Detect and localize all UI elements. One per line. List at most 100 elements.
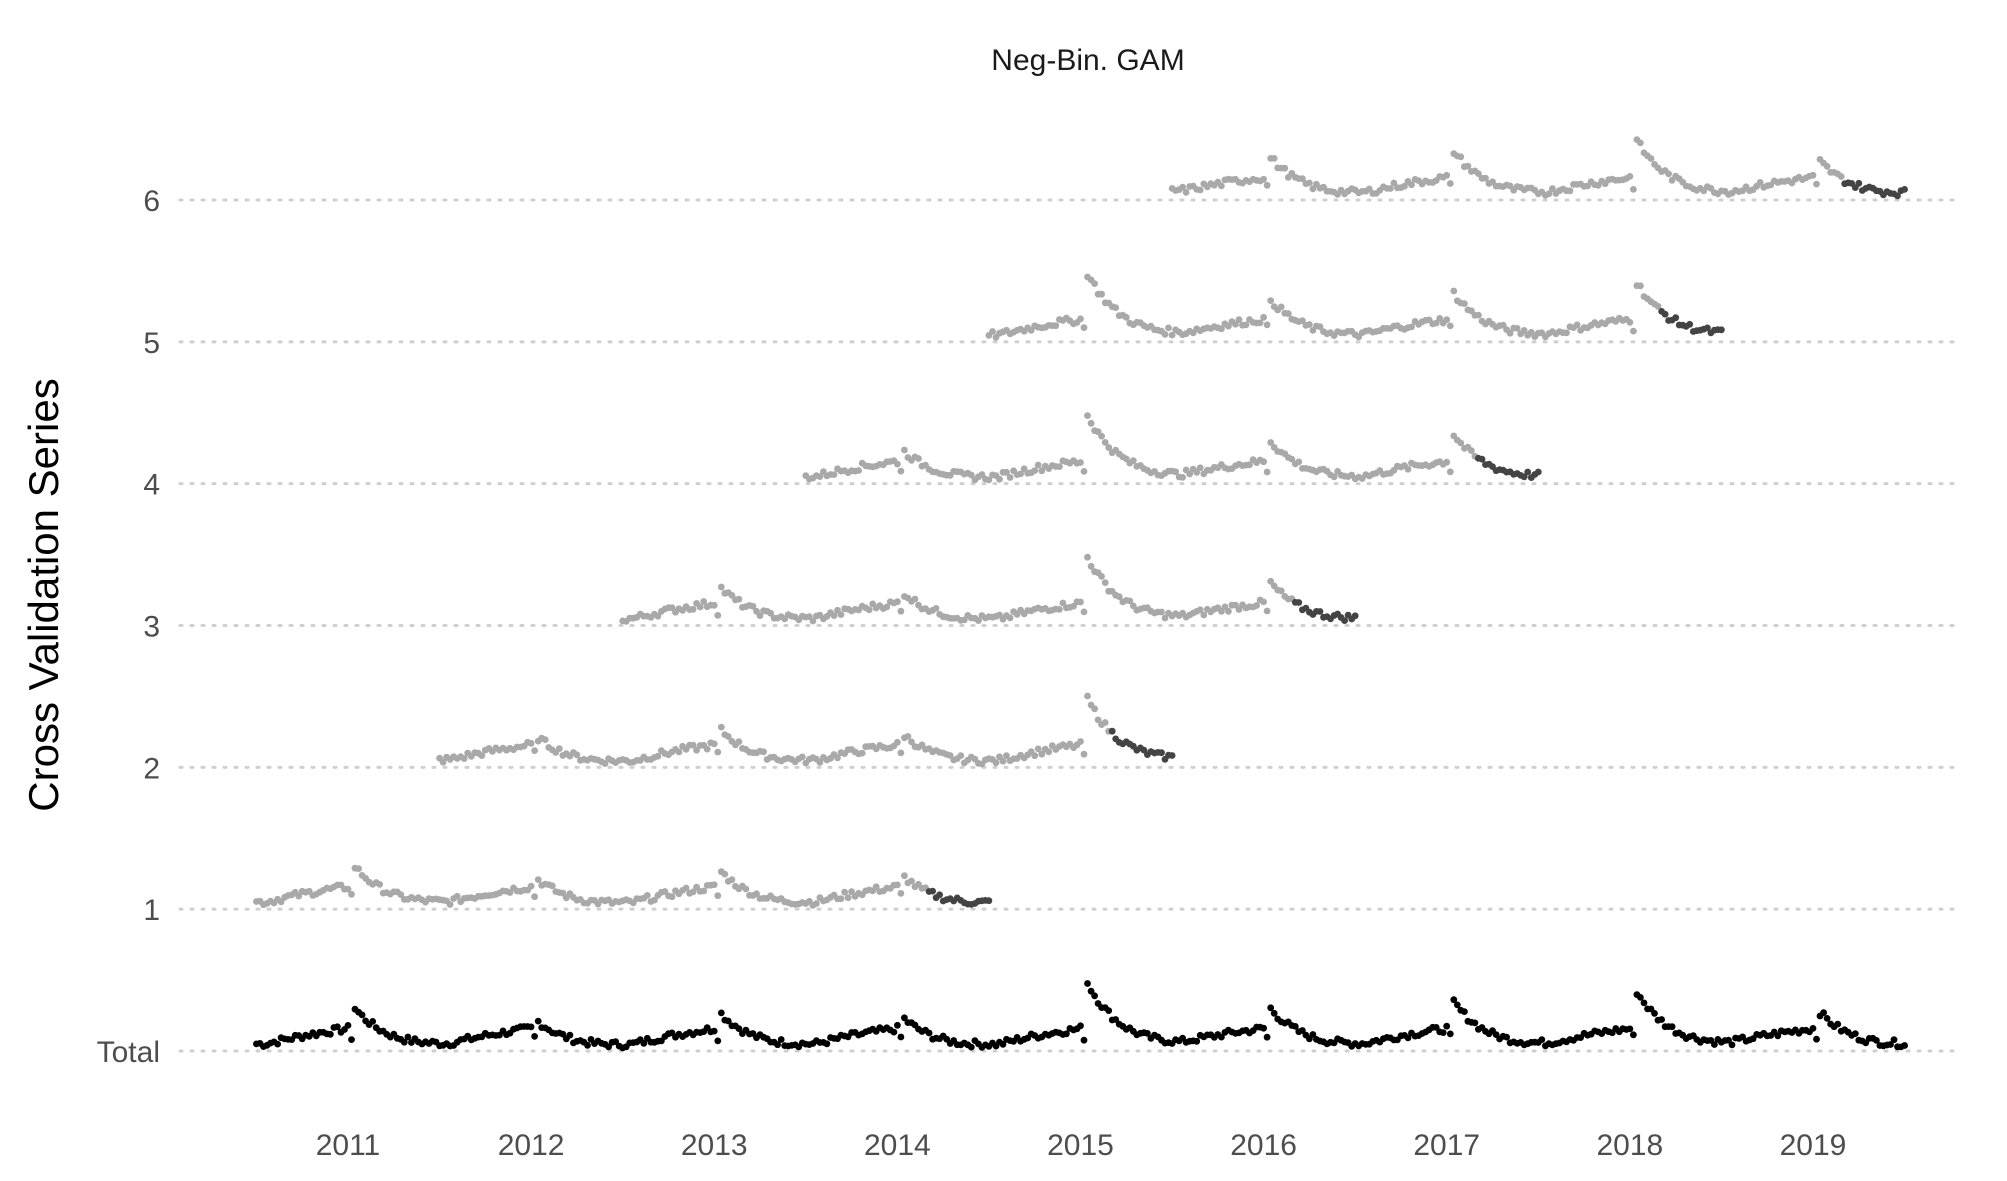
data-point <box>717 1009 725 1017</box>
data-point <box>1267 1004 1275 1012</box>
data-point <box>1299 317 1306 325</box>
data-point <box>1006 474 1014 481</box>
data-point <box>1038 750 1046 758</box>
data-point <box>344 885 352 893</box>
data-point <box>1408 181 1415 189</box>
data-point <box>1855 179 1863 187</box>
data-point <box>901 446 908 454</box>
data-point <box>1330 473 1338 481</box>
data-point <box>1101 719 1109 726</box>
data-point <box>541 736 549 743</box>
data-point <box>1672 314 1680 322</box>
data-point <box>834 754 841 762</box>
data-point <box>1056 606 1063 613</box>
data-point <box>1034 461 1042 469</box>
data-point <box>1165 324 1172 332</box>
data-point <box>1277 587 1285 595</box>
data-point <box>710 601 718 609</box>
data-point <box>1260 175 1267 183</box>
data-point <box>904 733 912 740</box>
x-tick-label-2018: 2018 <box>1597 1129 1664 1162</box>
data-point <box>1443 458 1451 466</box>
data-point <box>1651 1010 1658 1017</box>
data-point <box>1640 999 1648 1007</box>
data-point <box>1031 467 1039 474</box>
data-point <box>897 467 905 475</box>
data-point <box>1626 173 1634 180</box>
data-point <box>1077 315 1084 323</box>
data-point <box>1630 327 1637 335</box>
data-point <box>798 753 806 761</box>
data-point <box>1232 320 1239 328</box>
data-point <box>1200 611 1208 619</box>
data-point <box>1823 1015 1831 1022</box>
data-point <box>527 882 535 890</box>
data-point <box>1545 190 1553 198</box>
data-point <box>1718 326 1725 334</box>
data-point <box>1520 473 1528 481</box>
data-point <box>460 755 468 762</box>
data-points <box>253 136 1908 1052</box>
data-point <box>534 1017 542 1025</box>
data-point <box>1637 994 1644 1001</box>
data-point <box>714 1037 722 1045</box>
data-point <box>1080 750 1088 758</box>
data-point <box>1263 607 1271 615</box>
data-point <box>668 893 676 901</box>
data-point <box>1306 179 1313 187</box>
data-point <box>728 876 736 884</box>
data-point <box>1087 562 1095 570</box>
data-point <box>714 892 722 900</box>
x-tick-label-2013: 2013 <box>681 1129 748 1162</box>
data-point <box>1295 458 1303 466</box>
data-point <box>1263 321 1271 329</box>
data-point <box>1461 300 1468 307</box>
data-point <box>1901 1042 1908 1049</box>
data-point <box>1316 323 1324 331</box>
data-point <box>1728 1041 1736 1049</box>
data-point <box>1573 321 1581 329</box>
data-point <box>1468 447 1475 454</box>
data-point <box>710 740 718 748</box>
data-point <box>1288 455 1296 463</box>
data-point <box>996 475 1003 483</box>
data-point <box>1295 599 1303 606</box>
data-point <box>1341 617 1348 624</box>
data-point <box>1108 727 1116 735</box>
data-point <box>1260 458 1267 466</box>
data-point <box>1820 1009 1827 1016</box>
data-point <box>1077 1022 1084 1030</box>
data-point <box>858 749 866 757</box>
data-point <box>894 460 901 468</box>
data-point <box>989 328 996 335</box>
data-point <box>1129 457 1137 465</box>
data-point <box>1665 170 1672 178</box>
data-point <box>1080 324 1088 331</box>
data-point <box>1284 310 1292 317</box>
data-point <box>890 1028 898 1036</box>
data-point <box>1006 614 1014 622</box>
data-point <box>1823 162 1831 170</box>
data-point <box>682 884 690 892</box>
data-point <box>1887 1041 1894 1048</box>
data-point <box>1538 1036 1546 1043</box>
data-point <box>400 1038 408 1046</box>
data-point <box>1520 327 1528 334</box>
data-point <box>573 751 581 759</box>
data-point <box>1260 313 1267 321</box>
data-point <box>274 1040 281 1048</box>
data-point <box>1668 1023 1676 1031</box>
data-point <box>1158 749 1165 757</box>
data-point <box>816 758 824 766</box>
y-tick-label-total: Total <box>97 1036 160 1069</box>
data-point <box>1031 752 1039 760</box>
data-point <box>1563 329 1570 337</box>
x-tick-label-2016: 2016 <box>1230 1129 1297 1162</box>
y-tick-label-2: 2 <box>143 752 160 785</box>
data-point <box>1260 1024 1267 1032</box>
data-point <box>710 1027 718 1035</box>
data-point <box>348 1036 355 1043</box>
data-point <box>999 1040 1007 1048</box>
data-point <box>566 1031 574 1039</box>
